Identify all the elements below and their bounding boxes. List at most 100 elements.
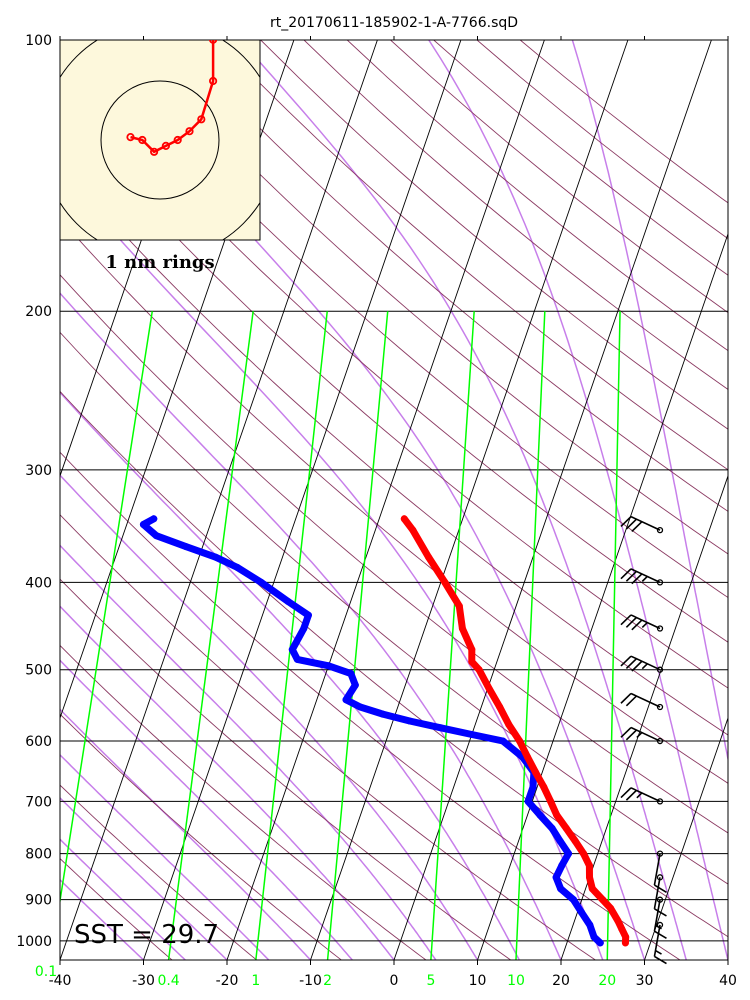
dewpoint-point — [565, 850, 572, 858]
hodograph-point — [209, 76, 218, 86]
pressure-tick-label: 200 — [25, 304, 52, 320]
temperature-point — [540, 783, 548, 791]
dewpoint-point — [347, 670, 355, 678]
mixing-ratio-label: 10 — [507, 973, 525, 989]
wind-barb-shaft — [653, 853, 661, 886]
wind-barb-flag — [620, 568, 632, 580]
dewpoint-point — [529, 783, 537, 791]
wind-barb-station — [656, 579, 664, 586]
wind-barb-station — [656, 666, 664, 673]
temperature-tick-label: -40 — [49, 973, 72, 989]
mixing-ratio-label: 20 — [598, 973, 616, 989]
isotherm-line — [226, 40, 545, 960]
wind-barb-half-flag — [655, 924, 662, 930]
dewpoint-point — [342, 696, 350, 704]
temperature-axis: -40 -30 -20 -10 0 10 20 30 40 — [49, 36, 737, 989]
pressure-tick-label: 500 — [25, 663, 52, 679]
isotherm-line — [393, 40, 712, 960]
dewpoint-point — [293, 655, 301, 663]
temperature-point — [588, 885, 596, 893]
temperature-tick-label: -30 — [132, 973, 155, 989]
temperature-point — [458, 625, 466, 632]
dewpoint-point — [596, 939, 604, 947]
dewpoint-point — [304, 611, 312, 619]
moist-adiabat-line — [60, 659, 353, 960]
temperature-point — [505, 720, 513, 728]
isotherm-line — [60, 40, 378, 960]
dry-adiabat-line — [217, 40, 728, 471]
temperature-point — [455, 602, 463, 610]
dewpoint-point — [557, 885, 565, 893]
wind-barb-station — [656, 737, 664, 745]
temperature-point — [614, 917, 622, 925]
dewpoint-point — [556, 837, 564, 845]
mixing-ratio-label: 0.4 — [157, 973, 179, 989]
temperature-tick-label: -20 — [216, 973, 239, 989]
wind-barb-flag — [620, 614, 632, 626]
temperature-point — [496, 703, 504, 711]
pressure-tick-label: 400 — [25, 575, 52, 591]
mixing-ratio-line — [60, 311, 154, 906]
dry-adiabat-line — [60, 578, 511, 960]
temperature-point — [409, 526, 417, 534]
temperature-point — [599, 896, 607, 904]
mixing-ratio-label: 5 — [426, 973, 435, 989]
dewpoint-point — [284, 598, 292, 605]
hodograph-point — [185, 127, 194, 136]
wind-barb-station — [656, 625, 664, 632]
dry-adiabat-line — [60, 451, 681, 960]
dry-adiabat-line — [60, 713, 342, 960]
temperature-point — [621, 939, 629, 947]
temperature-point — [441, 578, 449, 586]
wind-barb-flag — [625, 616, 637, 628]
mixing-ratio-label: 1 — [251, 973, 260, 989]
temperature-point — [524, 753, 531, 761]
temperature-point — [516, 737, 524, 745]
wind-barb-flag — [620, 655, 632, 667]
temperature-point — [468, 646, 476, 654]
sst-label: SST = 29.7 — [74, 920, 219, 950]
isotherm-line — [143, 40, 462, 960]
temperature-tick-label: 40 — [719, 973, 737, 989]
dewpoint-point — [351, 681, 359, 689]
wind-barb-flag — [654, 884, 667, 893]
temperature-tick-label: 10 — [469, 973, 487, 989]
wind-barb — [620, 568, 664, 586]
wind-barb-half-flag — [636, 792, 643, 799]
wind-barb — [620, 515, 664, 534]
dewpoint-point — [212, 553, 220, 561]
temperature-tick-label: 0 — [390, 973, 399, 989]
temperature-tick-label: 30 — [636, 973, 654, 989]
dry-adiabat-line — [130, 40, 728, 555]
wind-barb-flag — [625, 570, 637, 582]
temperature-point — [425, 553, 433, 561]
moist-adiabat-line — [60, 605, 395, 960]
pressure-tick-label: 300 — [25, 463, 52, 479]
temperature-point — [607, 904, 615, 912]
dewpoint-profile — [139, 515, 604, 947]
temperature-point — [571, 837, 579, 845]
isobars — [60, 40, 728, 942]
background-grid — [60, 40, 728, 960]
wind-barb-flag — [620, 726, 632, 738]
dewpoint-point — [524, 797, 532, 805]
dewpoint-point — [437, 724, 445, 732]
dry-adiabat-line — [173, 40, 728, 512]
wind-barb-flag — [625, 695, 637, 707]
wind-barb-shaft — [653, 877, 661, 909]
wind-barb-flag — [625, 518, 637, 530]
wind-barb-half-flag — [655, 949, 662, 955]
wind-barb-half-flag — [641, 621, 648, 629]
dry-adiabat-line — [60, 857, 173, 960]
dewpoint-point — [536, 811, 544, 819]
wind-barb — [653, 896, 667, 940]
hodograph-panel — [59, 39, 261, 241]
dewpoint-point — [558, 862, 566, 870]
dewpoint-point — [325, 662, 332, 670]
dewpoint-point — [570, 896, 577, 904]
wind-barb-flag — [654, 930, 667, 940]
dewpoint-point — [552, 873, 560, 881]
wind-barb-half-flag — [641, 663, 648, 670]
pressure-tick-label: 600 — [25, 734, 52, 750]
moist-adiabat-line — [60, 544, 437, 960]
